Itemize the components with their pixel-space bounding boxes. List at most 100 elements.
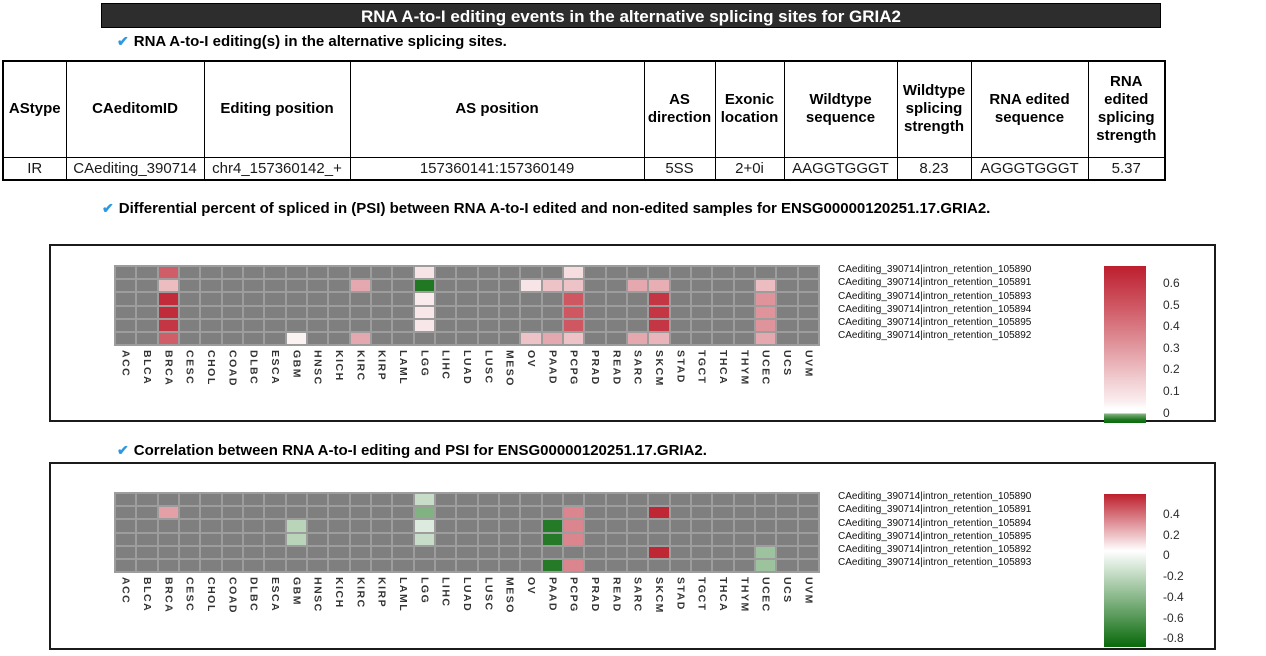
heatmap-cell <box>500 520 520 532</box>
heatmap-cell <box>521 306 541 318</box>
heatmap-cell <box>756 280 776 292</box>
heatmap-cell <box>756 332 776 344</box>
x-axis-label: CESC <box>183 350 196 386</box>
heatmap-cell <box>649 507 669 519</box>
heatmap-cell <box>329 280 349 292</box>
heatmap-cell <box>606 533 626 545</box>
heatmap-cell <box>713 280 733 292</box>
heatmap-cell <box>350 332 370 344</box>
heatmap-cell <box>713 332 733 344</box>
table-cell: 2+0i <box>714 156 785 180</box>
heatmap-cell <box>692 280 712 292</box>
heatmap-cell <box>180 520 200 532</box>
heatmap-cell <box>265 494 285 506</box>
heatmap-cell <box>500 280 520 292</box>
x-axis-label: UVM <box>802 350 815 378</box>
heatmap-cell <box>542 559 562 571</box>
heatmap-cell <box>116 293 136 305</box>
heatmap-cell <box>436 319 456 331</box>
heatmap-cell <box>521 319 541 331</box>
heatmap-cell <box>542 507 562 519</box>
heatmap-cell <box>222 533 242 545</box>
heatmap-cell <box>329 507 349 519</box>
heatmap-cell <box>414 280 434 292</box>
heatmap-cell <box>137 520 157 532</box>
heatmap-cell <box>564 280 584 292</box>
heatmap-cell <box>713 533 733 545</box>
table-cell: 8.23 <box>896 156 972 180</box>
heatmap-cell <box>542 546 562 558</box>
heatmap-cell <box>372 332 392 344</box>
heatmap-cell <box>606 319 626 331</box>
heatmap-cell <box>265 293 285 305</box>
heatmap-cell <box>777 319 797 331</box>
heatmap-cell <box>201 533 221 545</box>
heading-correlation-text: Correlation between RNA A-to-I editing a… <box>133 442 707 459</box>
column-header-8: Wildtype splicing strength <box>896 60 972 158</box>
heatmap-cell <box>798 280 818 292</box>
colorbar-tick-label: 0 <box>1163 548 1170 563</box>
heatmap-cell <box>521 267 541 279</box>
heatmap-cell <box>649 494 669 506</box>
heatmap-cell <box>116 520 136 532</box>
heatmap-cell <box>457 306 477 318</box>
heatmap-cell <box>350 319 370 331</box>
heatmap-cell <box>286 533 306 545</box>
heatmap-cell <box>393 332 413 344</box>
heatmap-cell <box>585 280 605 292</box>
heatmap-cell <box>222 494 242 506</box>
heatmap-cell <box>606 520 626 532</box>
heatmap-cell <box>265 319 285 331</box>
heatmap-cell <box>500 533 520 545</box>
colorbar-tick-label: -0.6 <box>1163 610 1184 625</box>
heatmap-cell <box>649 319 669 331</box>
heatmap-cell <box>329 520 349 532</box>
heatmap-cell <box>478 559 498 571</box>
heatmap-cell <box>585 293 605 305</box>
heatmap-cell <box>265 332 285 344</box>
heatmap-cell <box>585 546 605 558</box>
heatmap-cell <box>585 319 605 331</box>
heatmap-cell <box>521 293 541 305</box>
heatmap-cell <box>777 533 797 545</box>
heatmap-cell <box>393 559 413 571</box>
heatmap-cell <box>308 319 328 331</box>
heatmap-cell <box>670 494 690 506</box>
heatmap-cell <box>158 507 178 519</box>
heatmap-row-label: CAediting_390714|intron_retention_105891 <box>838 277 1032 289</box>
heatmap-cell <box>244 546 264 558</box>
heatmap-cell <box>734 546 754 558</box>
colorbar-tick-label: 0.5 <box>1163 297 1180 312</box>
heatmap-cell <box>414 293 434 305</box>
x-axis-label: ACC <box>119 577 132 605</box>
x-axis-label: GBM <box>290 350 303 379</box>
table-cell: 157360141:157360149 <box>349 156 645 180</box>
heatmap-cell <box>137 280 157 292</box>
heatmap-cell <box>670 293 690 305</box>
heatmap-cell <box>564 546 584 558</box>
heatmap-cell <box>222 319 242 331</box>
table-cell: CAediting_390714 <box>65 156 205 180</box>
heatmap-cell <box>478 546 498 558</box>
heatmap-cell <box>350 494 370 506</box>
x-axis-label: UVM <box>802 577 815 605</box>
heatmap-cell <box>457 280 477 292</box>
x-axis-label: UCEC <box>759 577 772 613</box>
heatmap-cell <box>436 293 456 305</box>
colorbar-tick-label: 0 <box>1163 405 1170 420</box>
heatmap-cell <box>414 546 434 558</box>
heatmap-cell <box>542 520 562 532</box>
heatmap-cell <box>521 507 541 519</box>
heatmap-cell <box>606 293 626 305</box>
x-axis-label: CESC <box>183 577 196 613</box>
heatmap-cell <box>606 546 626 558</box>
heatmap-cell <box>713 520 733 532</box>
heatmap-row-label: CAediting_390714|intron_retention_105890 <box>838 264 1032 275</box>
heatmap-cell <box>116 559 136 571</box>
heading-correlation: ✔ Correlation between RNA A-to-I editing … <box>117 440 917 461</box>
heatmap-cell <box>798 267 818 279</box>
heatmap-cell <box>350 507 370 519</box>
x-axis-label: THYM <box>738 577 751 613</box>
heatmap-cell <box>265 520 285 532</box>
heatmap-cell <box>116 546 136 558</box>
